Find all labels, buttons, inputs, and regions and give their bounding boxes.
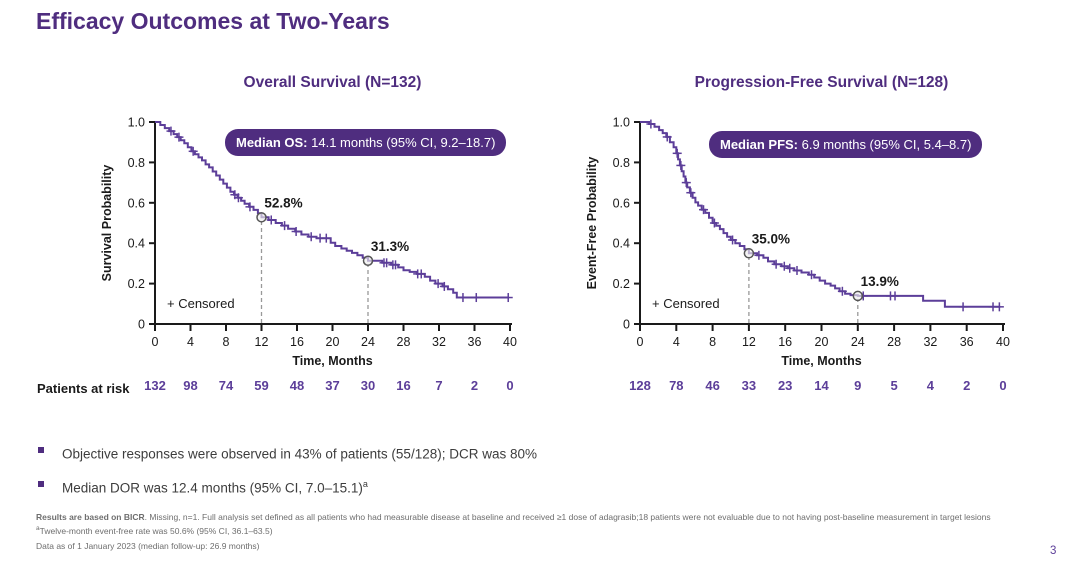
slide-title: Efficacy Outcomes at Two-Years: [36, 8, 390, 34]
progression-free-survival-plot: 00.20.40.60.81.0012847884612331623201424…: [585, 116, 1010, 394]
y-tick-label: 1.0: [613, 116, 630, 130]
overall-survival-plot: 00.20.40.60.81.0013249887412591648203724…: [100, 116, 517, 394]
x-tick-label: 8: [709, 335, 716, 349]
patients-at-risk-value: 74: [219, 378, 234, 393]
patients-at-risk-value: 14: [814, 378, 829, 393]
patients-at-risk-value: 128: [629, 378, 651, 393]
y-tick-label: 0: [623, 318, 630, 332]
bullet-square-icon: [38, 447, 44, 453]
footnote-line-1: Results are based on BICR. Missing, n=1.…: [36, 512, 991, 522]
y-tick-label: 0.4: [613, 237, 630, 251]
x-tick-label: 16: [778, 335, 792, 349]
x-tick-label: 40: [996, 335, 1010, 349]
median-os-badge-bold: Median OS:: [236, 135, 308, 150]
milestone-marker: [256, 212, 267, 223]
patients-at-risk-value: 9: [854, 378, 861, 393]
milestone-label: 35.0%: [752, 231, 790, 246]
x-tick-label: 32: [923, 335, 937, 349]
median-pfs-badge-bold: Median PFS:: [720, 137, 799, 152]
y-tick-label: 0.8: [613, 156, 630, 170]
x-tick-label: 24: [851, 335, 865, 349]
y-tick-label: 0.6: [128, 196, 145, 210]
x-tick-label: 36: [960, 335, 974, 349]
median-os-badge-value: 14.1 months (95% CI, 9.2–18.7): [307, 135, 496, 150]
x-tick-label: 36: [468, 335, 482, 349]
median-pfs-badge-value: 6.9 months (95% CI, 5.4–8.7): [798, 137, 972, 152]
patients-at-risk-value: 46: [705, 378, 719, 393]
bullet-list: Objective responses were observed in 43%…: [38, 441, 998, 508]
milestone-marker: [743, 248, 755, 259]
x-tick-label: 20: [326, 335, 340, 349]
x-tick-label: 4: [187, 335, 194, 349]
median-pfs-badge: Median PFS: 6.9 months (95% CI, 5.4–8.7): [709, 131, 983, 158]
x-tick-label: 0: [637, 335, 644, 349]
x-tick-label: 40: [503, 335, 517, 349]
bullet-text: Median DOR was 12.4 months (95% CI, 7.0–…: [62, 478, 368, 496]
footnotes: Results are based on BICR. Missing, n=1.…: [36, 512, 1050, 551]
footnote-line-3: Data as of 1 January 2023 (median follow…: [36, 540, 260, 551]
x-tick-label: 28: [887, 335, 901, 349]
x-tick-label: 16: [290, 335, 304, 349]
patients-at-risk-value: 7: [435, 378, 442, 393]
patients-at-risk-value: 132: [144, 378, 166, 393]
y-tick-label: 0.4: [128, 237, 145, 251]
patients-at-risk-value: 0: [999, 378, 1006, 393]
y-tick-label: 0.8: [128, 156, 145, 170]
y-axis-label: Event-Free Probability: [585, 157, 599, 290]
patients-at-risk-value: 30: [361, 378, 375, 393]
milestone-marker: [852, 290, 864, 302]
x-tick-label: 4: [673, 335, 680, 349]
patients-at-risk-value: 37: [325, 378, 339, 393]
bullet-item: Objective responses were observed in 43%…: [38, 441, 998, 464]
patients-at-risk-value: 2: [471, 378, 478, 393]
x-tick-label: 8: [223, 335, 230, 349]
patients-at-risk-value: 2: [963, 378, 970, 393]
page-number: 3: [1050, 545, 1057, 557]
patients-at-risk-value: 59: [254, 378, 268, 393]
patients-at-risk-value: 33: [742, 378, 756, 393]
patients-at-risk-value: 23: [778, 378, 792, 393]
x-tick-label: 32: [432, 335, 446, 349]
patients-at-risk-value: 78: [669, 378, 683, 393]
overall-survival-chart-title: Overall Survival (N=132): [243, 74, 422, 91]
milestone-label: 52.8%: [264, 195, 302, 210]
y-tick-label: 0.6: [613, 196, 630, 210]
censored-legend: + Censored: [652, 296, 720, 311]
bullet-item: Median DOR was 12.4 months (95% CI, 7.0–…: [38, 475, 998, 498]
km-curve: [640, 121, 1001, 308]
median-os-badge: Median OS: 14.1 months (95% CI, 9.2–18.7…: [225, 129, 507, 156]
x-axis-label: Time, Months: [292, 354, 372, 368]
footnote-line-2: aTwelve-month event-free rate was 50.6% …: [36, 524, 273, 536]
milestone-marker: [362, 255, 374, 267]
censored-legend: + Censored: [167, 296, 235, 311]
progression-free-survival-chart-title: Progression-Free Survival (N=128): [694, 74, 949, 91]
x-tick-label: 12: [255, 335, 269, 349]
bullet-square-icon: [38, 480, 44, 487]
patients-at-risk-value: 16: [396, 378, 410, 393]
x-tick-label: 0: [152, 335, 159, 349]
y-tick-label: 0.2: [128, 277, 145, 291]
x-tick-label: 12: [742, 335, 756, 349]
x-tick-label: 24: [361, 335, 375, 349]
bullet-text: Objective responses were observed in 43%…: [62, 446, 537, 462]
y-tick-label: 0: [138, 318, 145, 332]
patients-at-risk-value: 4: [927, 378, 935, 393]
patients-at-risk-value: 0: [506, 378, 513, 393]
patients-at-risk-value: 48: [290, 378, 304, 393]
milestone-label: 31.3%: [371, 239, 409, 254]
x-axis-label: Time, Months: [781, 354, 861, 368]
y-tick-label: 0.2: [613, 277, 630, 291]
milestone-label: 13.9%: [861, 274, 899, 289]
x-tick-label: 28: [397, 335, 411, 349]
patients-at-risk-value: 5: [890, 378, 897, 393]
y-tick-label: 1.0: [128, 116, 145, 130]
y-axis-label: Survival Probability: [100, 165, 114, 282]
patients-at-risk-value: 98: [183, 378, 197, 393]
patients-at-risk-label: Patients at risk: [37, 381, 130, 396]
x-tick-label: 20: [815, 335, 829, 349]
